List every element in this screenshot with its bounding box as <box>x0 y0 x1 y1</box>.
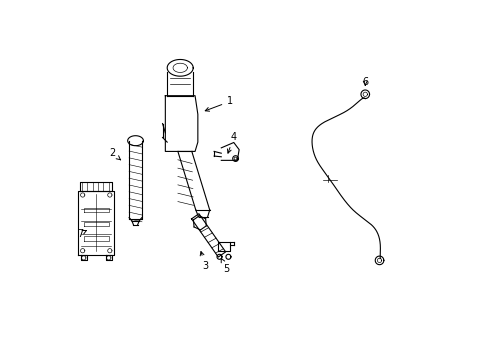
Text: 4: 4 <box>227 132 236 153</box>
Text: 7: 7 <box>77 229 86 239</box>
Text: 5: 5 <box>221 258 229 274</box>
Text: 1: 1 <box>205 96 233 111</box>
Text: 3: 3 <box>200 252 208 271</box>
Text: 2: 2 <box>109 148 121 160</box>
Text: 6: 6 <box>362 77 367 87</box>
